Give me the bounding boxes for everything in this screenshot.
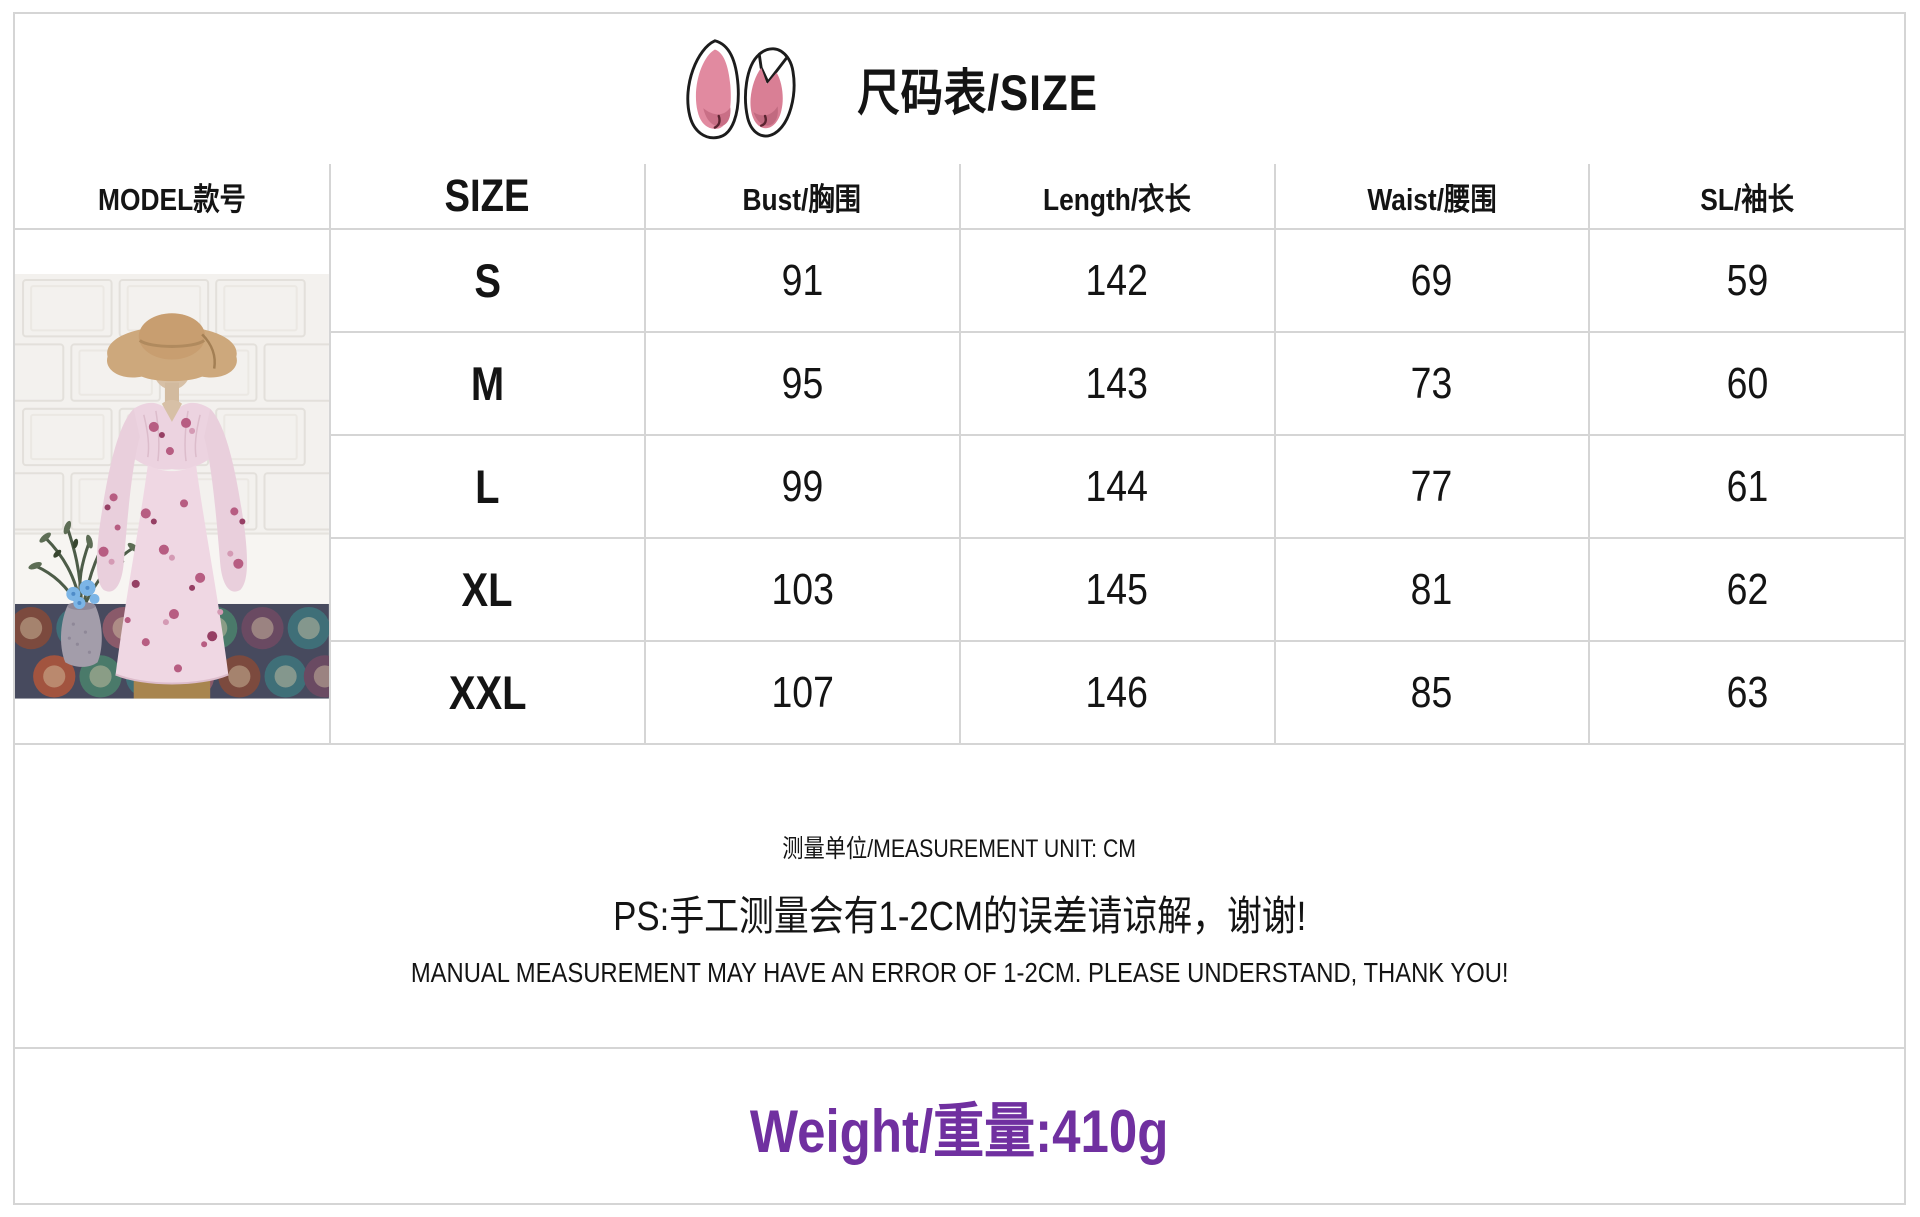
header-model-label: MODEL款号 <box>98 181 246 217</box>
length-value: 145 <box>1085 564 1149 614</box>
bust-value: 103 <box>771 564 834 614</box>
size-label: L <box>475 460 500 513</box>
weight-section: Weight/重量:410g <box>15 1047 1904 1203</box>
waist-cell: 73 <box>1273 331 1591 436</box>
waist-value: 85 <box>1411 667 1453 717</box>
table-row: XL 103 145 81 62 <box>15 537 1905 642</box>
title-band: 尺码表/SIZE <box>15 14 1904 164</box>
waist-cell: 69 <box>1273 228 1591 333</box>
table-row: M 95 143 73 60 <box>15 331 1905 436</box>
header-length: Length/衣长 <box>958 163 1276 230</box>
header-length-label: Length/衣长 <box>1043 181 1192 217</box>
sleeve-value: 63 <box>1726 667 1768 717</box>
sheet-frame: 尺码表/SIZE MODEL款号 SIZE Bust/胸围 Length/衣长 … <box>13 12 1906 1205</box>
weight-label: Weight/重量:410g <box>750 1097 1169 1165</box>
bust-value: 107 <box>771 667 834 717</box>
waist-value: 81 <box>1411 564 1453 614</box>
length-cell: 143 <box>958 331 1276 436</box>
sleeve-cell: 62 <box>1588 537 1905 642</box>
length-value: 142 <box>1085 255 1149 305</box>
bust-cell: 107 <box>643 640 961 744</box>
bunny-ears-icon <box>686 39 796 140</box>
size-cell: M <box>328 331 646 436</box>
page-title: 尺码表/SIZE <box>857 65 1098 121</box>
sleeve-value: 62 <box>1726 564 1768 614</box>
header-bust: Bust/胸围 <box>643 163 961 230</box>
sleeve-value: 60 <box>1726 358 1768 408</box>
bust-cell: 95 <box>643 331 961 436</box>
table-header-row: MODEL款号 SIZE Bust/胸围 Length/衣长 Waist/腰围 … <box>14 163 1905 230</box>
length-value: 146 <box>1085 667 1149 717</box>
size-label: S <box>474 254 501 307</box>
sleeve-cell: 63 <box>1588 640 1905 744</box>
length-value: 143 <box>1085 358 1149 408</box>
length-value: 144 <box>1085 461 1149 511</box>
bust-cell: 103 <box>643 537 961 642</box>
bust-cell: 91 <box>643 228 961 333</box>
product-photo <box>15 274 329 699</box>
size-cell: XL <box>328 537 646 642</box>
waist-cell: 81 <box>1273 537 1591 642</box>
header-size: SIZE <box>328 163 646 230</box>
header-sleeve-label: SL/袖长 <box>1700 181 1794 217</box>
table-row: L 99 144 77 61 <box>15 434 1905 539</box>
waist-value: 77 <box>1411 461 1453 511</box>
sleeve-cell: 61 <box>1588 434 1905 539</box>
bust-value: 99 <box>781 461 824 511</box>
title-group: 尺码表/SIZE <box>676 35 1119 143</box>
table-row: S 91 142 69 59 <box>14 228 1905 744</box>
header-bust-label: Bust/胸围 <box>742 181 862 217</box>
table-row: XXL 107 146 85 63 <box>15 640 1905 744</box>
size-table: MODEL款号 SIZE Bust/胸围 Length/衣长 Waist/腰围 … <box>14 163 1905 744</box>
ps-note-en: MANUAL MEASUREMENT MAY HAVE AN ERROR OF … <box>410 957 1509 988</box>
size-cell: L <box>328 434 646 539</box>
size-label: M <box>470 357 504 410</box>
length-cell: 144 <box>958 434 1276 539</box>
size-cell: XXL <box>328 640 646 744</box>
sleeve-cell: 59 <box>1588 228 1905 333</box>
ps-note-cn: PS:手工测量会有1-2CM的误差请谅解，谢谢! <box>612 893 1307 939</box>
sleeve-cell: 60 <box>1588 331 1905 436</box>
notes-section: 测量单位/MEASUREMENT UNIT: CM PS:手工测量会有1-2CM… <box>15 743 1904 1047</box>
length-cell: 145 <box>958 537 1276 642</box>
length-cell: 146 <box>958 640 1276 744</box>
size-label: XL <box>461 563 513 616</box>
header-size-label: SIZE <box>444 170 530 221</box>
header-sleeve: SL/袖长 <box>1588 163 1905 230</box>
size-cell: S <box>328 228 646 333</box>
waist-value: 73 <box>1411 358 1453 408</box>
measurement-unit-note: 测量单位/MEASUREMENT UNIT: CM <box>782 835 1137 863</box>
sleeve-value: 61 <box>1726 461 1768 511</box>
header-waist: Waist/腰围 <box>1273 163 1591 230</box>
sleeve-value: 59 <box>1726 255 1768 305</box>
waist-cell: 77 <box>1273 434 1591 539</box>
size-label: XXL <box>448 666 527 719</box>
bust-cell: 99 <box>643 434 961 539</box>
header-model: MODEL款号 <box>14 163 331 230</box>
waist-value: 69 <box>1411 255 1453 305</box>
header-waist-label: Waist/腰围 <box>1367 181 1497 217</box>
product-photo-cell <box>14 228 331 744</box>
bust-value: 95 <box>781 358 824 408</box>
waist-cell: 85 <box>1273 640 1591 744</box>
bust-value: 91 <box>781 255 824 305</box>
length-cell: 142 <box>958 228 1276 333</box>
